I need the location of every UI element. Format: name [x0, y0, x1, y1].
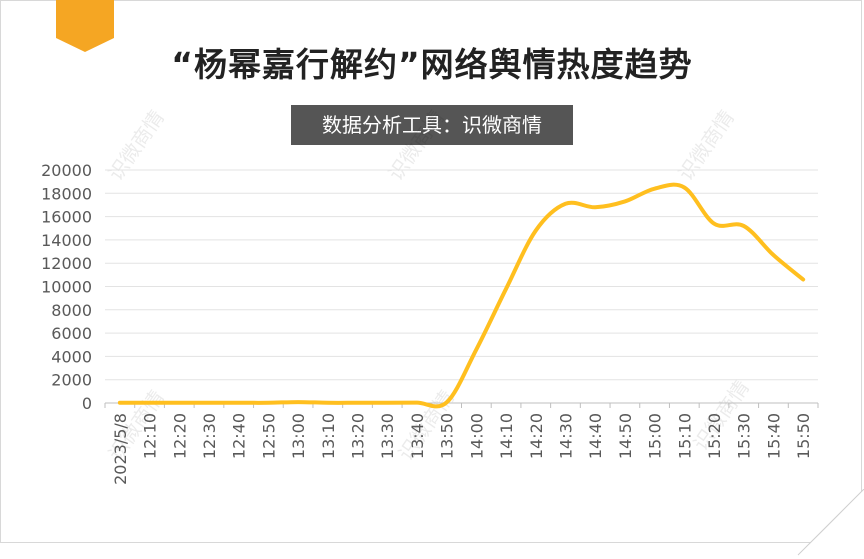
x-tick-label: 15:10: [675, 413, 694, 459]
x-tick-label: 15:00: [646, 413, 665, 459]
x-tick-label: 14:00: [467, 413, 486, 459]
x-tick-label: 13:10: [319, 413, 338, 459]
x-tick-label: 14:40: [586, 413, 605, 459]
y-tick-label: 14000: [41, 231, 92, 250]
y-tick-label: 20000: [41, 161, 92, 180]
y-tick-label: 4000: [51, 347, 92, 366]
page-curl-icon: [794, 489, 864, 559]
x-tick-label: 13:20: [349, 413, 368, 459]
series-line: [117, 182, 806, 409]
y-tick-label: 2000: [51, 371, 92, 390]
x-tick-label: 12:30: [200, 413, 219, 459]
y-tick-label: 18000: [41, 184, 92, 203]
y-tick-label: 6000: [51, 324, 92, 343]
x-tick-label: 14:50: [616, 413, 635, 459]
x-tick-label: 14:30: [556, 413, 575, 459]
subtitle-badge: 数据分析工具：识微商情: [291, 105, 573, 145]
chart-frame: [0, 0, 862, 543]
x-tick-label: 15:30: [735, 413, 754, 459]
x-tick-label: 12:10: [141, 413, 160, 459]
x-tick-label: 15:40: [764, 413, 783, 459]
x-tick-label: 14:20: [527, 413, 546, 459]
x-tick-label: 15:50: [794, 413, 813, 459]
page-title: “杨幂嘉行解约”网络舆情热度趋势: [171, 45, 693, 84]
x-tick-label: 13:50: [438, 413, 457, 459]
x-tick-label: 12:20: [170, 413, 189, 459]
x-tick-label: 14:10: [497, 413, 516, 459]
x-tick-label: 12:40: [230, 413, 249, 459]
x-tick-label: 13:30: [378, 413, 397, 459]
corner-tab-icon: [56, 0, 114, 52]
y-tick-label: 8000: [51, 301, 92, 320]
y-tick-label: 16000: [41, 208, 92, 227]
x-tick-label: 15:20: [705, 413, 724, 459]
x-tick-label: 13:40: [408, 413, 427, 459]
x-tick-label: 13:00: [289, 413, 308, 459]
y-tick-label: 10000: [41, 278, 92, 297]
y-tick-label: 0: [82, 394, 92, 413]
x-tick-label: 12:50: [259, 413, 278, 459]
x-tick-label: 2023/5/8: [111, 413, 130, 485]
y-tick-label: 12000: [41, 254, 92, 273]
